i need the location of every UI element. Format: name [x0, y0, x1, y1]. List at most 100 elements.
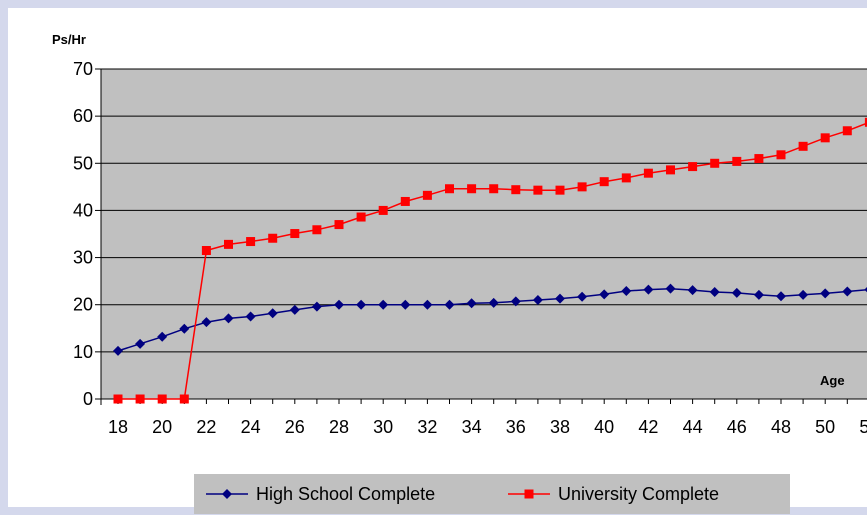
y-tick-label: 50 — [73, 153, 93, 173]
x-tick-label: 24 — [241, 417, 261, 437]
data-point — [378, 205, 388, 215]
data-point — [666, 165, 675, 175]
x-tick-label: 50 — [815, 417, 835, 437]
data-point — [820, 288, 831, 299]
data-point — [246, 237, 256, 247]
legend-marker — [222, 489, 232, 499]
data-point — [422, 299, 433, 310]
data-point — [356, 212, 366, 222]
data-point — [555, 293, 565, 304]
y-tick-label: 30 — [73, 248, 93, 268]
x-tick-label: 38 — [550, 417, 570, 437]
data-point — [798, 141, 808, 151]
x-tick-label: 30 — [373, 417, 393, 437]
data-point — [577, 291, 588, 302]
x-tick-label: 22 — [196, 417, 216, 437]
data-point — [643, 168, 653, 178]
data-point — [621, 286, 632, 297]
data-point — [334, 220, 344, 230]
legend: High School Complete University Complete — [194, 474, 790, 514]
data-point — [710, 158, 720, 168]
data-point — [776, 150, 786, 160]
data-point — [422, 190, 432, 200]
data-point — [400, 196, 410, 206]
data-point — [643, 284, 654, 295]
x-tick-label: 20 — [152, 417, 172, 437]
legend-label: High School Complete — [256, 484, 435, 504]
data-point — [113, 345, 123, 356]
data-point — [511, 185, 521, 195]
data-point — [709, 286, 720, 297]
data-point — [467, 184, 477, 194]
data-point — [245, 311, 256, 322]
data-point — [577, 182, 587, 192]
data-point — [466, 298, 477, 309]
data-point — [135, 394, 145, 404]
data-point — [820, 133, 830, 143]
x-tick-label: 42 — [638, 417, 658, 437]
legend-marker — [524, 489, 534, 499]
data-point — [290, 229, 300, 239]
data-point — [201, 246, 211, 255]
data-point — [378, 299, 389, 310]
data-point — [665, 283, 676, 294]
data-point — [312, 225, 322, 235]
data-point — [488, 297, 499, 308]
data-point — [798, 289, 809, 300]
data-point — [157, 394, 167, 404]
x-tick-label: 28 — [329, 417, 349, 437]
x-tick-label: 40 — [594, 417, 614, 437]
x-tick-label: 26 — [285, 417, 305, 437]
data-point — [754, 154, 764, 164]
plot-background — [101, 69, 867, 399]
y-tick-label: 0 — [83, 389, 93, 409]
data-point — [842, 286, 853, 297]
data-point — [444, 299, 455, 310]
data-point — [113, 394, 123, 404]
y-tick-label: 40 — [73, 200, 93, 220]
data-point — [687, 285, 698, 296]
data-point — [445, 184, 454, 194]
x-tick-label: 52 — [859, 417, 867, 437]
x-tick-label: 32 — [417, 417, 437, 437]
x-axis-title: Age — [820, 373, 845, 388]
x-tick-label: 44 — [683, 417, 703, 437]
data-point — [731, 287, 742, 298]
x-tick-label: 46 — [727, 417, 747, 437]
y-tick-label: 10 — [73, 342, 93, 362]
data-point — [157, 331, 168, 342]
data-point — [599, 177, 609, 187]
data-point — [510, 296, 521, 307]
data-point — [753, 289, 764, 300]
data-point — [842, 126, 852, 136]
y-tick-label: 60 — [73, 106, 93, 126]
data-point — [489, 184, 499, 194]
x-tick-label: 34 — [462, 417, 482, 437]
data-point — [533, 185, 543, 195]
legend-box — [194, 474, 790, 514]
data-point — [400, 299, 411, 310]
data-point — [532, 295, 543, 305]
data-point — [732, 156, 742, 166]
data-point — [334, 299, 344, 310]
legend-label: University Complete — [558, 484, 719, 504]
y-axis-title: Ps/Hr — [52, 32, 86, 47]
data-point — [776, 291, 786, 302]
data-point — [201, 317, 212, 328]
x-tick-label: 48 — [771, 417, 791, 437]
data-point — [555, 185, 565, 195]
data-point — [289, 304, 300, 315]
data-point — [864, 117, 867, 127]
data-point — [267, 308, 278, 319]
y-tick-label: 70 — [73, 59, 93, 79]
data-point — [864, 287, 867, 293]
data-point — [356, 299, 367, 310]
plot-layer: 0 10 20 30 40 50 60 70 18 20 22 24 26 28 30 32 34 36 38 40 4… — [73, 59, 867, 437]
data-point — [311, 301, 322, 312]
x-tick-label: 36 — [506, 417, 526, 437]
data-point — [179, 394, 189, 404]
data-point — [135, 338, 146, 349]
x-tick-label: 18 — [108, 417, 128, 437]
data-point — [688, 162, 698, 172]
